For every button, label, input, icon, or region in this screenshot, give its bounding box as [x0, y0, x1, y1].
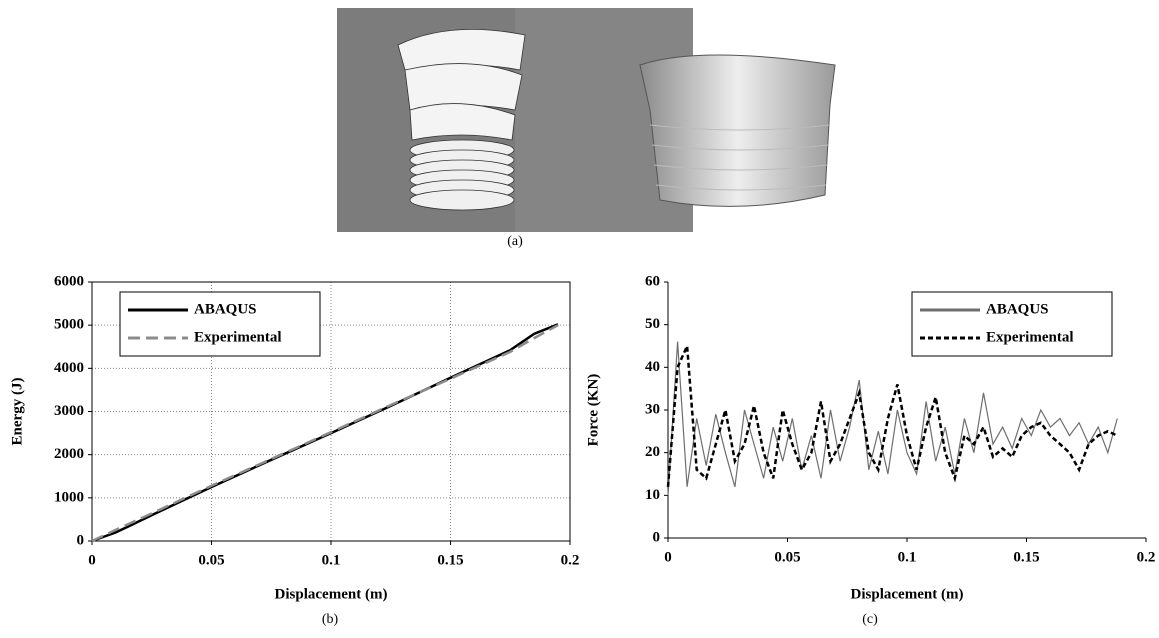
x-tick-label: 0.15 [437, 552, 463, 568]
y-tick-label: 50 [645, 316, 660, 332]
legend-label: ABAQUS [194, 301, 257, 317]
x-tick-label: 0 [88, 552, 96, 568]
series-line [666, 345, 1118, 487]
legend-box [119, 291, 321, 357]
x-tick-label: 0.15 [1013, 549, 1039, 565]
x-tick-label: 0.1 [322, 552, 341, 568]
caption: (c) [862, 612, 878, 627]
x-axis-label: Displacement (m) [275, 586, 388, 602]
y-tick-label: 20 [645, 444, 660, 460]
y-tick-label: 0 [653, 529, 661, 545]
legend-box [911, 291, 1113, 357]
series-line [667, 341, 1118, 496]
x-tick-label: 0.2 [561, 552, 580, 568]
plot-frame [91, 281, 571, 542]
y-tick-label: 2000 [54, 446, 84, 462]
y-tick-label: 5000 [54, 317, 84, 333]
y-axis-label: Force (KN) [585, 374, 601, 447]
x-tick-label: 0.05 [198, 552, 224, 568]
y-axis-label: Energy (J) [9, 378, 25, 446]
y-tick-label: 3000 [54, 403, 84, 419]
legend-label: ABAQUS [986, 301, 1049, 317]
y-tick-label: 6000 [54, 273, 84, 289]
x-axis-label: Displacement (m) [851, 586, 964, 602]
panel-a-image [337, 8, 836, 232]
y-tick-label: 30 [645, 401, 660, 417]
x-tick-label: 0.05 [774, 549, 800, 565]
y-tick-label: 40 [645, 359, 660, 375]
x-tick-label: 0.1 [898, 549, 917, 565]
y-tick-label: 0 [77, 532, 85, 548]
y-tick-label: 1000 [54, 489, 84, 505]
y-tick-label: 4000 [54, 360, 84, 376]
y-tick-label: 10 [645, 487, 660, 503]
legend-label: Experimental [986, 329, 1074, 345]
y-tick-label: 60 [645, 273, 660, 289]
series-line [91, 324, 559, 543]
x-tick-label: 0 [664, 549, 672, 565]
caption: (b) [322, 612, 339, 627]
legend-label: Experimental [194, 329, 282, 345]
x-tick-label: 0.2 [1137, 549, 1156, 565]
caption: (a) [507, 234, 523, 249]
